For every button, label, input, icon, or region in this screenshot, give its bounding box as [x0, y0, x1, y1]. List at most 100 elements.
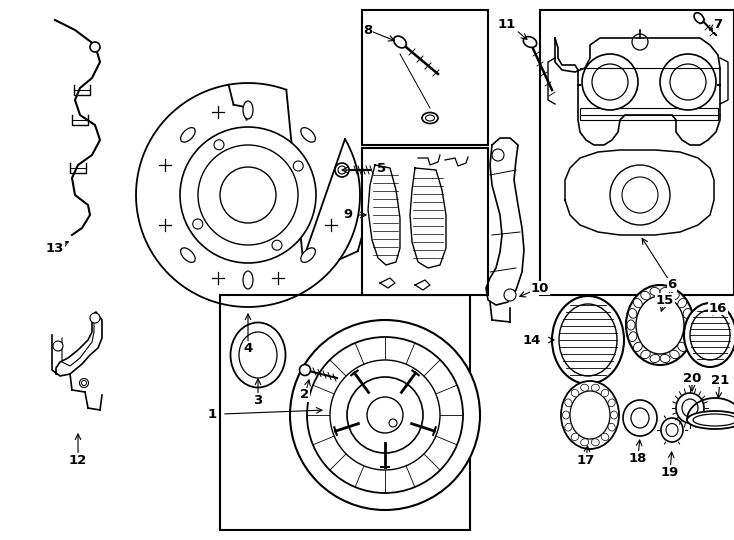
- Ellipse shape: [562, 411, 570, 419]
- Circle shape: [53, 341, 63, 351]
- Ellipse shape: [243, 101, 253, 119]
- Circle shape: [193, 219, 203, 229]
- Ellipse shape: [571, 389, 579, 397]
- Ellipse shape: [601, 389, 608, 397]
- Ellipse shape: [79, 379, 89, 388]
- Ellipse shape: [676, 393, 704, 423]
- Ellipse shape: [628, 332, 637, 341]
- Ellipse shape: [641, 350, 650, 359]
- Ellipse shape: [81, 381, 87, 386]
- Ellipse shape: [422, 112, 438, 124]
- Circle shape: [367, 397, 403, 433]
- Ellipse shape: [592, 384, 600, 391]
- Text: 4: 4: [244, 341, 252, 354]
- Text: 11: 11: [498, 17, 516, 30]
- Circle shape: [307, 337, 463, 493]
- Ellipse shape: [677, 342, 686, 352]
- Circle shape: [90, 42, 100, 52]
- Ellipse shape: [694, 13, 704, 23]
- Ellipse shape: [230, 322, 286, 388]
- Circle shape: [670, 64, 706, 100]
- Ellipse shape: [559, 304, 617, 376]
- Text: 3: 3: [253, 394, 263, 407]
- Ellipse shape: [564, 423, 572, 431]
- Circle shape: [622, 177, 658, 213]
- Ellipse shape: [650, 287, 660, 295]
- Ellipse shape: [683, 332, 691, 341]
- Ellipse shape: [682, 399, 698, 417]
- Circle shape: [214, 140, 224, 150]
- Text: 5: 5: [377, 161, 387, 174]
- Circle shape: [592, 64, 628, 100]
- Text: 20: 20: [683, 372, 701, 384]
- Ellipse shape: [581, 384, 589, 391]
- Ellipse shape: [393, 36, 406, 48]
- Ellipse shape: [181, 248, 195, 262]
- Ellipse shape: [301, 248, 316, 262]
- Text: 21: 21: [711, 374, 729, 387]
- Circle shape: [582, 54, 638, 110]
- Text: 10: 10: [531, 281, 549, 294]
- Ellipse shape: [301, 127, 316, 142]
- Ellipse shape: [631, 408, 649, 428]
- Ellipse shape: [666, 423, 678, 436]
- Circle shape: [272, 240, 282, 250]
- Circle shape: [180, 127, 316, 263]
- Text: 16: 16: [709, 301, 727, 314]
- Ellipse shape: [650, 354, 660, 362]
- Ellipse shape: [611, 411, 617, 419]
- Ellipse shape: [592, 439, 600, 446]
- Circle shape: [293, 161, 303, 171]
- Text: 14: 14: [523, 334, 541, 347]
- Ellipse shape: [636, 296, 684, 354]
- Circle shape: [290, 320, 480, 510]
- Circle shape: [492, 149, 504, 161]
- Ellipse shape: [601, 433, 608, 441]
- Bar: [540, 10, 734, 295]
- Ellipse shape: [641, 291, 650, 300]
- Circle shape: [198, 145, 298, 245]
- Circle shape: [632, 34, 648, 50]
- Text: 12: 12: [69, 454, 87, 467]
- Ellipse shape: [243, 271, 253, 289]
- Ellipse shape: [570, 391, 610, 439]
- Circle shape: [504, 289, 516, 301]
- Text: 2: 2: [300, 388, 310, 402]
- Text: 9: 9: [344, 208, 352, 221]
- Text: 17: 17: [577, 454, 595, 467]
- Bar: [362, 10, 488, 145]
- Ellipse shape: [608, 423, 615, 431]
- Ellipse shape: [338, 166, 346, 174]
- Ellipse shape: [299, 364, 310, 375]
- Circle shape: [660, 54, 716, 110]
- Circle shape: [90, 313, 100, 323]
- Circle shape: [389, 419, 397, 427]
- Ellipse shape: [687, 411, 734, 429]
- Ellipse shape: [608, 399, 615, 407]
- Ellipse shape: [683, 308, 691, 318]
- Ellipse shape: [661, 418, 683, 442]
- Ellipse shape: [626, 285, 694, 365]
- Text: 6: 6: [667, 279, 677, 292]
- Ellipse shape: [627, 320, 635, 330]
- Ellipse shape: [623, 400, 657, 436]
- Ellipse shape: [693, 414, 734, 426]
- Ellipse shape: [561, 381, 619, 449]
- Ellipse shape: [239, 332, 277, 378]
- Ellipse shape: [571, 433, 579, 441]
- Ellipse shape: [426, 115, 435, 121]
- Ellipse shape: [660, 287, 670, 295]
- Ellipse shape: [669, 291, 679, 300]
- Bar: [220, 295, 470, 530]
- Ellipse shape: [628, 308, 637, 318]
- Text: 13: 13: [46, 241, 64, 254]
- Ellipse shape: [660, 354, 670, 362]
- Circle shape: [610, 165, 670, 225]
- Ellipse shape: [581, 439, 589, 446]
- Ellipse shape: [564, 399, 572, 407]
- Text: 7: 7: [713, 18, 722, 31]
- Ellipse shape: [523, 37, 537, 48]
- Text: 19: 19: [661, 465, 679, 478]
- Text: 1: 1: [208, 408, 217, 421]
- Ellipse shape: [335, 163, 349, 177]
